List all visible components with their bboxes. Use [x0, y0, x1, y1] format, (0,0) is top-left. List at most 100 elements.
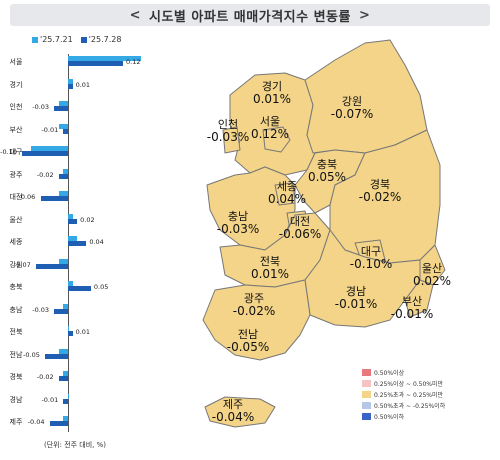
bar-category-label: 세종 [9, 238, 23, 246]
region-value: 0.02% [412, 274, 452, 288]
bar-category-label: 경남 [9, 395, 23, 404]
bar-category-label: 서울 [9, 58, 23, 66]
region-value: 0.04% [267, 192, 307, 206]
bar-prev [58, 191, 68, 196]
bar-prev [63, 303, 68, 309]
region-label: 인천 -0.03% [207, 118, 249, 144]
bar-row: 전북 0.01 [0, 324, 140, 340]
chevron-left-icon: < [129, 7, 141, 23]
bar-value-label: -0.07 [13, 260, 31, 269]
color-legend-swatch [362, 391, 371, 398]
region-name: 전남 [237, 328, 259, 341]
region-value: -0.06% [278, 227, 322, 241]
bar-value-label: -0.10 [0, 148, 17, 156]
bar-cur [54, 308, 68, 314]
korea-map [195, 35, 465, 439]
region-name: 제주 [222, 398, 244, 411]
bar-row: 경기 0.01 [0, 77, 140, 93]
color-legend-label: 0.50%초과 ~ -0.25%이하 [374, 403, 446, 410]
region-jeju [204, 396, 276, 428]
bar-row: 광주 -0.02 [0, 167, 140, 183]
region-name: 부산 [401, 295, 423, 308]
bar-row: 충북 0.05 [0, 279, 140, 295]
region-label: 대전 -0.06% [279, 215, 321, 241]
bar-cur [35, 263, 68, 269]
bar-row: 세종 0.04 [0, 234, 140, 250]
region-label: 서울 0.12% [251, 115, 289, 141]
region-label: 경기 0.01% [253, 80, 291, 106]
region-label: 세종 0.04% [268, 180, 306, 206]
bar-cur [68, 241, 87, 246]
bar-value-label: 0.01 [75, 328, 91, 336]
bar-category-label: 충남 [9, 305, 23, 314]
bar-prev [68, 326, 69, 331]
region-label: 강원 -0.07% [331, 95, 373, 121]
color-legend-item: 0.50%이상 [362, 367, 445, 378]
region-value: -0.03% [216, 222, 260, 236]
bar-cur [58, 376, 68, 381]
region-label: 경남 -0.01% [335, 285, 377, 311]
bar-value-label: 0.02 [80, 215, 95, 224]
region-value: -0.02% [358, 190, 402, 204]
bar-cur [68, 286, 91, 291]
bar-row: 서울 0.12 [0, 54, 142, 70]
bar-prev [68, 393, 69, 399]
region-label: 대구 -0.10% [350, 245, 392, 271]
region-name: 서울 [259, 115, 281, 128]
bar-value-label: -0.05 [23, 350, 40, 359]
bar-category-label: 전북 [9, 328, 23, 336]
region-name: 충남 [227, 210, 249, 223]
bar-category-label: 제주 [9, 418, 23, 426]
region-gyeongnam [304, 229, 421, 328]
bar-cur [63, 398, 68, 404]
bar-value-label: 0.12 [126, 58, 141, 66]
bar-category-label: 강원 [9, 260, 23, 269]
region-name: 전북 [259, 255, 281, 268]
region-name: 경기 [261, 80, 283, 93]
bar-prev [68, 236, 78, 241]
region-value: 0.05% [307, 170, 347, 184]
unit-note: (단위: 전주 대비, %) [44, 441, 107, 449]
bar-prev [63, 416, 68, 421]
region-value: -0.07% [330, 107, 374, 121]
bar-prev [63, 168, 68, 174]
bar-prev [63, 371, 68, 376]
bar-cur [22, 151, 68, 156]
region-label: 광주 -0.02% [233, 292, 275, 318]
bar-cur [68, 61, 123, 66]
region-incheon [222, 126, 241, 154]
region-name: 인천 [217, 118, 239, 131]
regional-bar-chart: 서울 0.12 경기 0.01 인천 -0.03 부산 -0.01 대구 -0.10 광주 -0.02… [0, 48, 142, 438]
bar-value-label: -0.06 [18, 193, 36, 201]
color-legend-item: 0.50%초과 ~ -0.25%이하 [362, 400, 445, 411]
region-label: 경북 -0.02% [359, 178, 401, 204]
bar-value-label: -0.04 [27, 418, 45, 426]
region-name: 경남 [345, 285, 367, 298]
bar-category-label: 부산 [9, 125, 23, 134]
bar-category-label: 경북 [9, 373, 23, 381]
region-value: 0.01% [250, 267, 290, 281]
region-label: 충남 -0.03% [217, 210, 259, 236]
color-legend-label: 0.25%이상 ~ 0.50%미만 [374, 381, 444, 388]
bar-row: 울산 0.02 [0, 212, 140, 228]
region-value: -0.01% [334, 297, 378, 311]
color-legend-swatch [362, 369, 371, 376]
bar-row: 제주 -0.04 [0, 414, 140, 430]
region-value: -0.04% [211, 410, 255, 424]
bar-prev [68, 56, 142, 61]
bar-value-label: 0.05 [93, 283, 109, 291]
region-label: 제주 -0.04% [212, 398, 254, 424]
legend-item-prev: '25.7.21 [32, 35, 73, 44]
bar-cur [40, 196, 68, 201]
legend-swatch-prev [32, 36, 38, 43]
bar-value-label: 0.04 [89, 238, 104, 246]
bar-row: 전남 -0.05 [0, 347, 140, 363]
bar-category-label: 대구 [9, 148, 23, 156]
bar-cur [63, 128, 68, 134]
region-value: -0.02% [232, 304, 276, 318]
bar-cur [58, 173, 68, 179]
bar-prev [58, 123, 68, 129]
bar-prev [58, 258, 68, 264]
chevron-right-icon: > [358, 7, 371, 23]
bar-row: 경남 -0.01 [0, 392, 140, 408]
